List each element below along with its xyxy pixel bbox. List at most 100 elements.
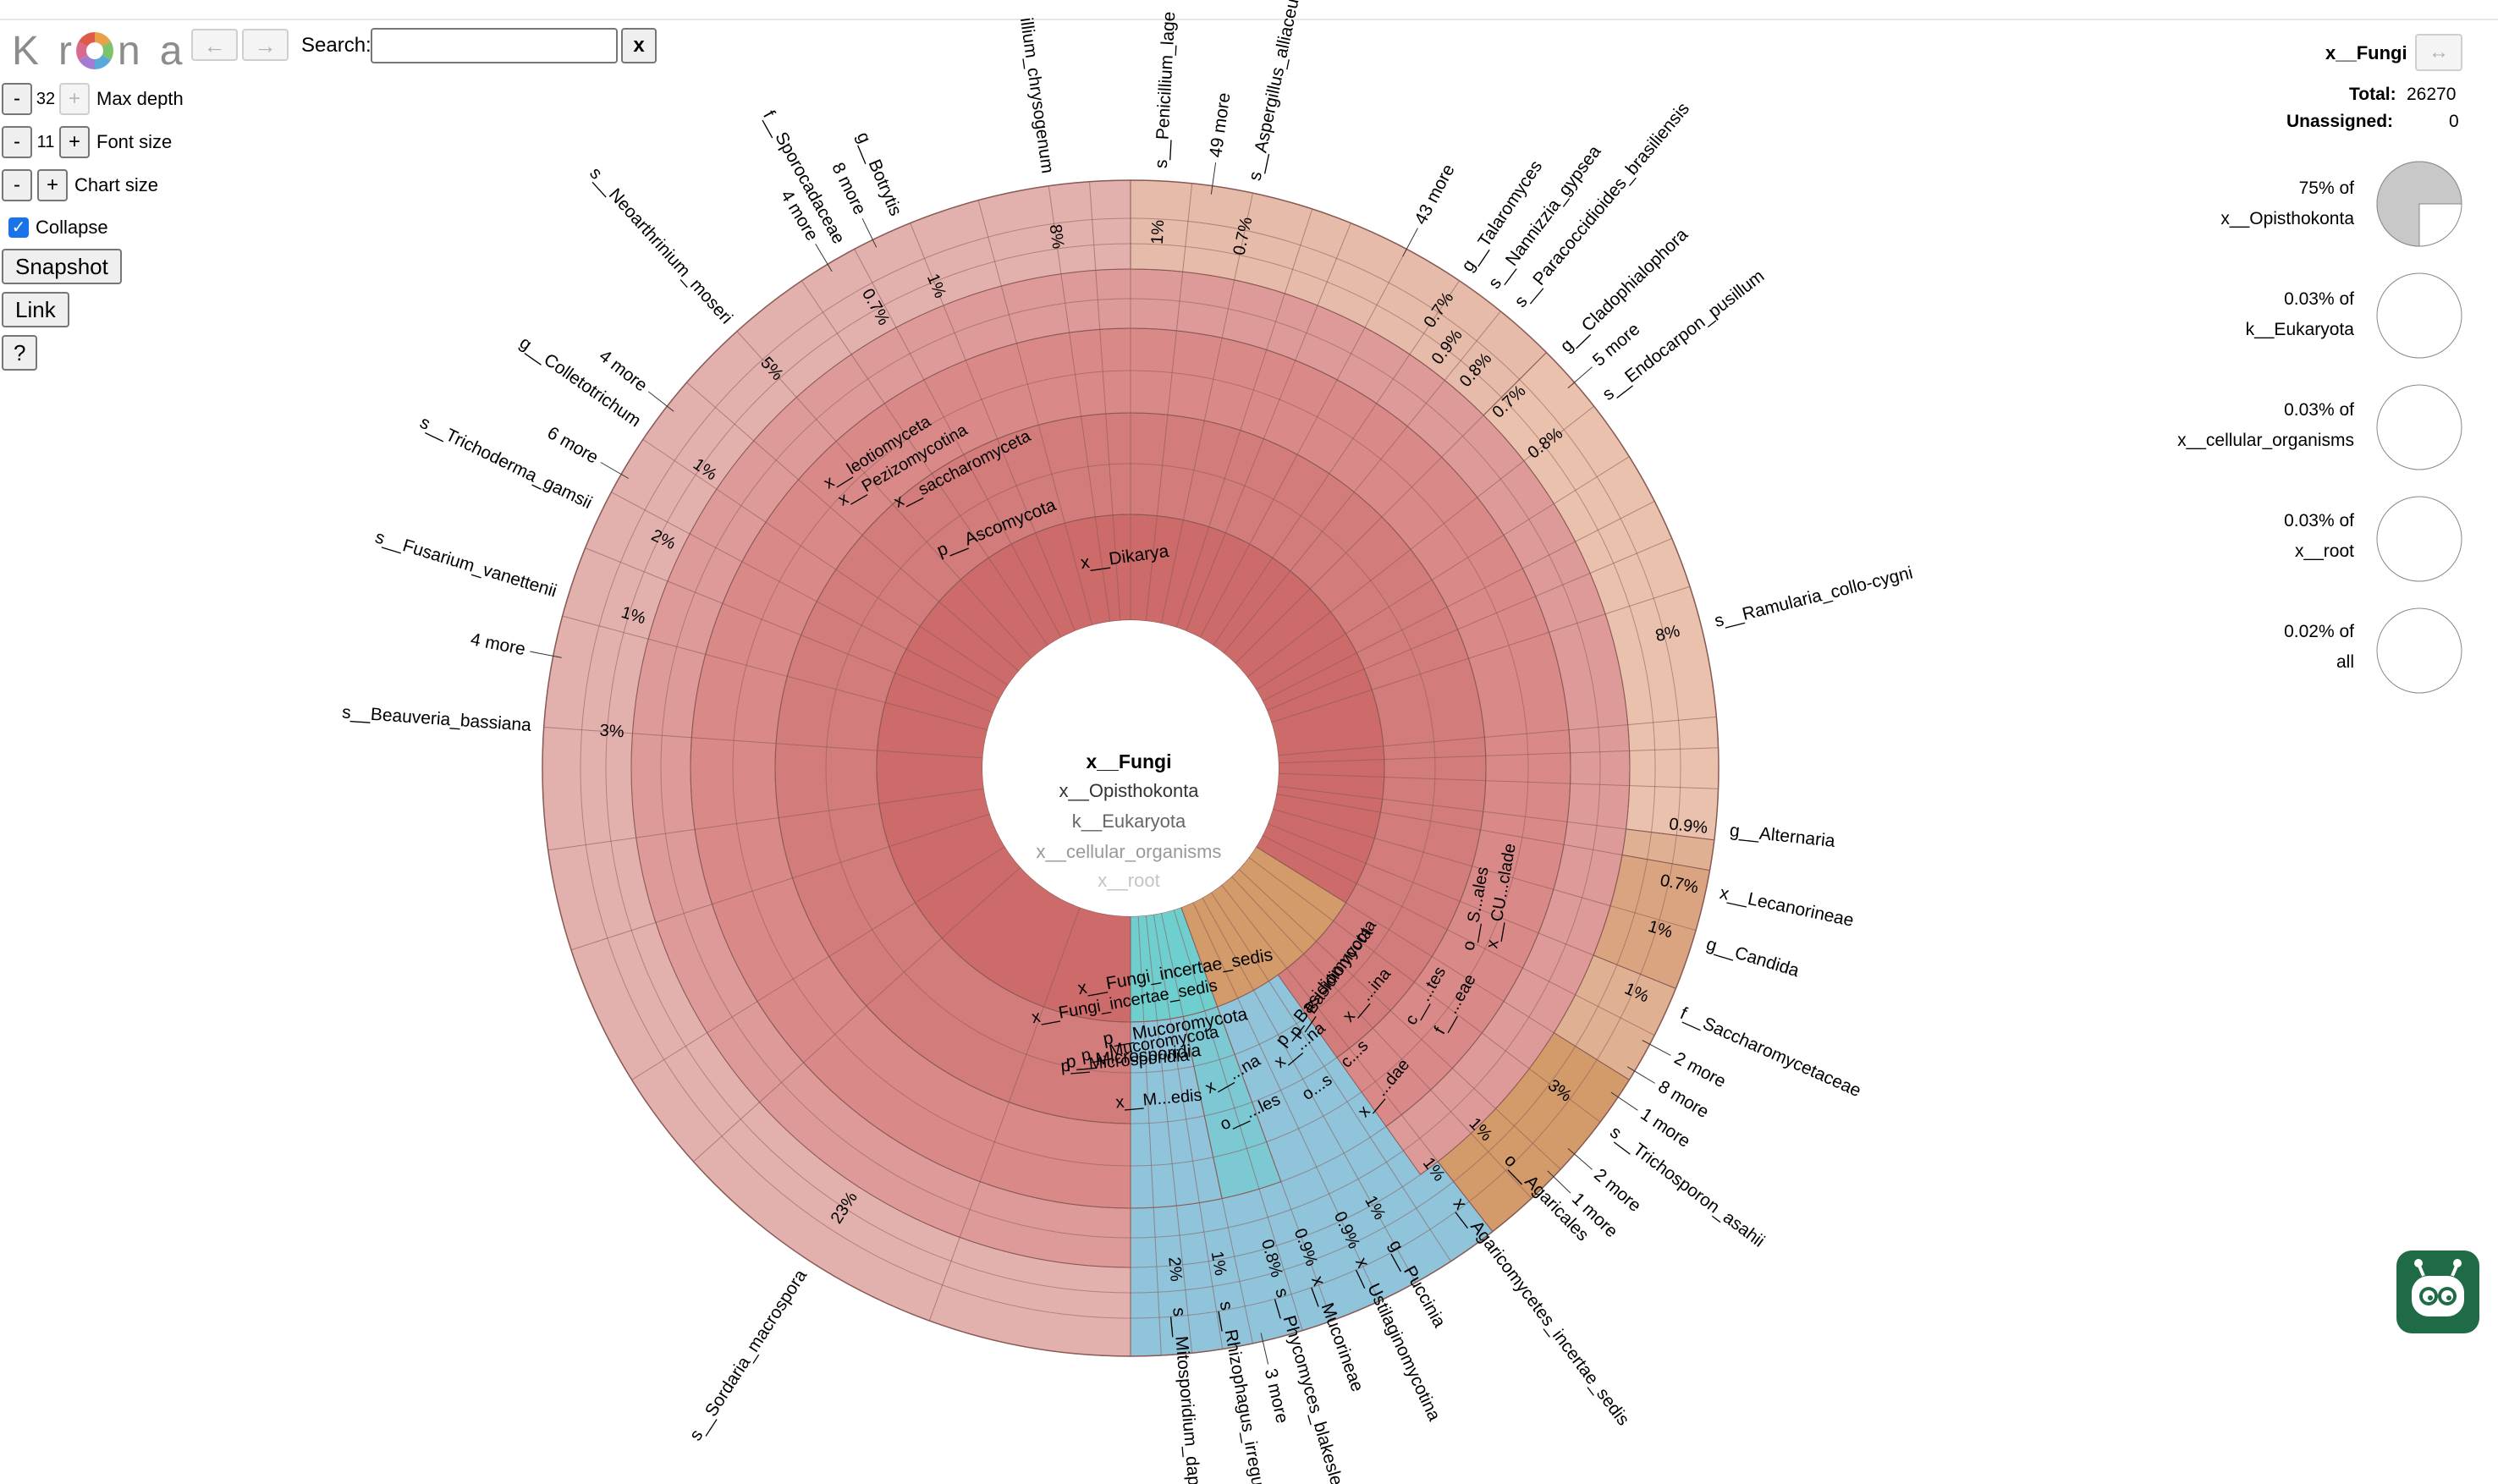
radial-divider — [1256, 456, 1630, 690]
more-label[interactable]: 3 more — [1261, 1367, 1292, 1426]
more-leader-line — [815, 244, 833, 272]
pie-background — [2376, 496, 2462, 582]
ancestor-name: x__root — [2294, 541, 2354, 561]
back-button[interactable]: ← — [191, 29, 238, 61]
search-input[interactable] — [371, 28, 618, 63]
ancestor-pct: 0.03% of — [2284, 400, 2354, 420]
radial-divider — [547, 788, 984, 851]
leaf-name-label[interactable]: s__Penicillium_lage — [1152, 11, 1180, 169]
radial-divider — [1160, 193, 1253, 624]
ancestor-name: all — [2336, 652, 2354, 672]
leaf-percent-label[interactable]: 2% — [1164, 1256, 1185, 1283]
collapse-checkbox[interactable]: ✓ — [8, 217, 29, 238]
max-depth-decrease-button[interactable]: - — [2, 83, 32, 115]
radial-divider — [1175, 208, 1313, 628]
max-depth-value: 32 — [36, 89, 56, 108]
more-leader-line — [1547, 1170, 1571, 1194]
center-label-current: x__Fungi — [1087, 750, 1172, 772]
radial-divider — [631, 846, 1005, 1080]
radial-divider — [736, 331, 1032, 659]
leaf-name-label[interactable]: s__Sordaria_macrospora — [685, 1266, 811, 1444]
font-size-increase-button[interactable]: + — [59, 126, 90, 158]
center-label-ancestor[interactable]: x__Opisthokonta — [1059, 780, 1199, 801]
more-label[interactable]: 6 more — [544, 423, 602, 468]
ancestor-entry: 0.03% of x__root — [2100, 506, 2354, 567]
font-size-label: Font size — [96, 131, 173, 152]
forward-button[interactable]: → — [242, 29, 289, 61]
radial-divider — [1089, 181, 1121, 621]
radial-divider — [1278, 747, 1719, 764]
leaf-name-label[interactable]: s__Trichoderma_gamsii — [417, 413, 596, 514]
leaf-name-label[interactable]: s__Beauveria_bassiana — [341, 702, 532, 735]
radial-divider — [1238, 868, 1561, 1170]
radial-divider — [1230, 876, 1532, 1199]
leaf-name-label[interactable]: s__Aspergillus_alliaceus — [1245, 0, 1304, 183]
radial-divider — [1248, 856, 1601, 1123]
more-label[interactable]: 43 more — [1411, 161, 1458, 228]
details-toggle-button[interactable]: ↔ — [2415, 34, 2462, 71]
more-leader-line — [1642, 1040, 1671, 1056]
ancestor-pie-chart — [2376, 607, 2462, 694]
more-leader-line — [1626, 1066, 1655, 1084]
leaf-name-label[interactable]: g__Alternaria — [1729, 821, 1836, 851]
top-divider — [0, 19, 2498, 20]
more-leader-line — [1567, 1148, 1593, 1170]
radial-divider — [1153, 914, 1224, 1349]
link-button[interactable]: Link — [2, 292, 69, 327]
radial-divider — [977, 200, 1093, 626]
leaf-name-label[interactable]: f__Saccharomycetaceae — [1677, 1003, 1864, 1101]
total-value: 26270 — [2407, 85, 2457, 104]
center-label-ancestor[interactable]: x__cellular_organisms — [1037, 841, 1222, 862]
center-label-ancestor[interactable]: x__root — [1098, 870, 1159, 891]
leaf-name-label[interactable]: illium_chrysogenum — [1016, 16, 1058, 174]
chart-size-control: - + Chart size — [2, 168, 158, 202]
radial-divider — [1276, 793, 1710, 871]
snapshot-button[interactable]: Snapshot — [2, 249, 122, 284]
more-label[interactable]: 8 more — [828, 160, 869, 218]
chart-size-increase-button[interactable]: + — [37, 169, 68, 201]
more-label[interactable]: 49 more — [1206, 91, 1234, 158]
logo-letter: a — [159, 28, 183, 74]
pie-background — [2376, 607, 2462, 694]
more-label[interactable]: 4 more — [469, 629, 527, 659]
ancestor-entry: 75% of x__Opisthokonta — [2100, 173, 2354, 234]
ancestor-entry: 0.02% of all — [2100, 617, 2354, 678]
ancestor-pct: 0.03% of — [2284, 289, 2354, 309]
chart-size-decrease-button[interactable]: - — [2, 169, 32, 201]
leaf-percent-label[interactable]: 3% — [599, 721, 625, 741]
ancestor-name: k__Eukaryota — [2245, 320, 2354, 339]
center-hole[interactable] — [982, 620, 1279, 916]
total-label: Total: — [2349, 85, 2396, 104]
font-size-decrease-button[interactable]: - — [2, 126, 32, 158]
radial-divider — [1173, 910, 1303, 1331]
leaf-percent-label[interactable]: 0.9% — [1668, 815, 1708, 838]
clear-search-button[interactable]: x — [621, 28, 657, 63]
radial-divider — [1221, 884, 1494, 1232]
more-leader-line — [647, 391, 674, 412]
leaf-name-label[interactable]: g__Candida — [1704, 934, 1802, 981]
radial-divider — [686, 382, 1020, 672]
leaf-name-label[interactable]: s__Neoarthrinium_moseri — [586, 163, 736, 327]
details-title: x__Fungi — [2325, 42, 2407, 63]
radial-divider — [1266, 537, 1672, 712]
leaf-name-label[interactable]: s__Fusarium_vanettenii — [373, 527, 559, 601]
leaf-percent-label[interactable]: 1% — [1208, 1250, 1230, 1278]
leaf-percent-label[interactable]: 8% — [1046, 223, 1068, 250]
robot-assistant-icon[interactable] — [2396, 1250, 2479, 1333]
max-depth-increase-button[interactable]: + — [59, 83, 90, 115]
collapse-toggle[interactable]: ✓ Collapse — [8, 217, 108, 239]
leaf-percent-label[interactable]: 1% — [1148, 219, 1168, 245]
center-label-ancestor[interactable]: k__Eukaryota — [1072, 811, 1186, 832]
max-depth-control: - 32 + Max depth — [2, 82, 184, 116]
radial-divider — [570, 813, 990, 951]
radial-divider — [1256, 846, 1630, 1080]
radial-divider — [1277, 785, 1714, 841]
more-leader-line — [530, 651, 562, 658]
radial-divider — [801, 280, 1048, 646]
leaf-name-label[interactable]: s__Ramularia_collo-cygni — [1713, 563, 1915, 630]
help-button[interactable]: ? — [2, 335, 38, 371]
leaf-name-label[interactable]: x__Lecanorineae — [1718, 883, 1855, 931]
radial-divider — [642, 438, 1009, 686]
leaf-name-label[interactable]: s__Paracoccidioides_brasiliensis — [1510, 99, 1693, 311]
